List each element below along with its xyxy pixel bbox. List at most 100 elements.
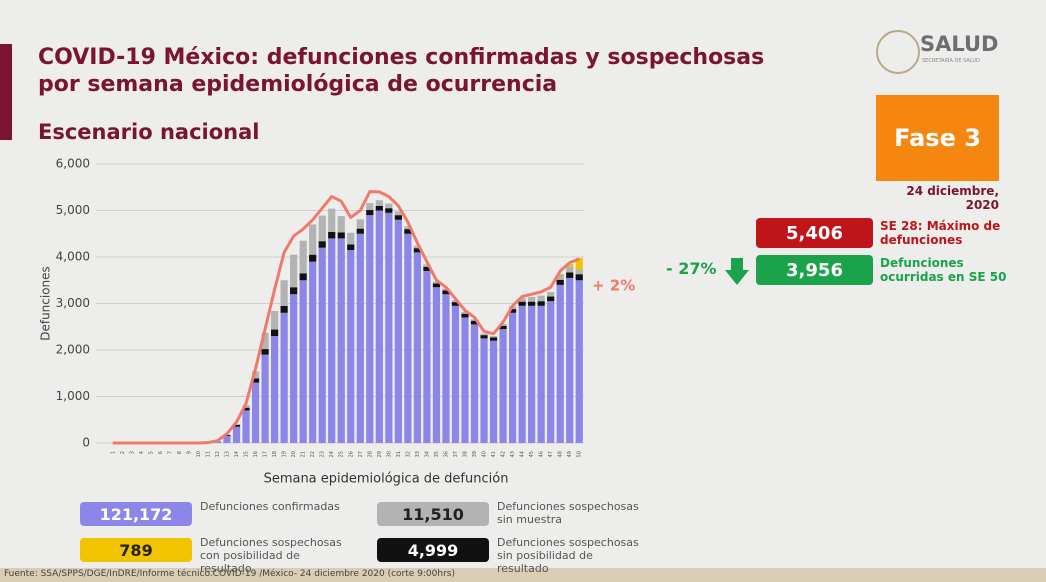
bar-segment <box>280 280 288 306</box>
bar-segment <box>385 203 393 209</box>
bar-segment <box>337 238 345 443</box>
bar-segment <box>404 226 412 230</box>
x-tick-label: 9 <box>186 451 192 454</box>
bar-segment <box>280 305 288 313</box>
x-tick-label: 21 <box>301 451 307 457</box>
annotation-text: SE 28: Máximo de defunciones <box>880 219 1001 247</box>
bar-segment <box>499 325 507 330</box>
bar-segment <box>375 200 383 206</box>
bar-segment <box>328 238 336 443</box>
bar-segment <box>575 257 583 270</box>
bar-segment <box>518 305 526 443</box>
bar-segment <box>347 244 355 251</box>
legend-label: Defunciones sospechosas con posibilidad … <box>200 536 342 575</box>
bar-segment <box>442 294 450 443</box>
bar-segment <box>442 290 450 295</box>
bar-segment <box>528 301 536 306</box>
logo-seal <box>876 30 920 74</box>
x-tick-label: 41 <box>491 451 497 457</box>
bar-segment <box>318 215 326 242</box>
bar-segment <box>271 329 279 337</box>
bar-segment <box>394 215 402 220</box>
bar-segment <box>356 228 364 234</box>
x-tick-label: 5 <box>148 451 154 454</box>
bar-segment <box>299 240 307 274</box>
bar-segment <box>261 332 269 350</box>
bar-segment <box>290 294 298 443</box>
x-tick-label: 31 <box>396 451 402 457</box>
x-tick-label: 7 <box>167 451 173 454</box>
bar-segment <box>566 263 574 267</box>
bar-segment <box>461 317 469 443</box>
bar-segment <box>223 436 231 443</box>
bar-segment <box>328 208 336 232</box>
x-tick-label: 34 <box>424 451 430 457</box>
bar-segment <box>547 291 555 297</box>
bar-segment <box>356 233 364 443</box>
bar-segment <box>309 261 317 443</box>
x-tick-label: 20 <box>291 451 297 457</box>
bar-segment <box>404 229 412 234</box>
source: Fuente: SSA/SPPS/DGE/InDRE/Informe técni… <box>4 569 455 579</box>
y-tick-label: 4,000 <box>56 250 90 264</box>
x-tick-label: 16 <box>253 451 259 457</box>
bar-segment <box>404 233 412 443</box>
bar-segment <box>566 272 574 278</box>
x-tick-label: 22 <box>310 451 316 457</box>
x-tick-label: 28 <box>367 451 373 457</box>
bar-segment <box>394 211 402 216</box>
x-tick-label: 40 <box>482 451 488 457</box>
bar-segment <box>318 247 326 443</box>
x-tick-label: 18 <box>272 451 278 457</box>
x-tick-label: 47 <box>548 451 554 457</box>
footer-band <box>0 568 1046 582</box>
bar-segment <box>480 338 488 443</box>
bar-segment <box>271 336 279 443</box>
date: 24 diciembre, 2020 <box>906 184 999 212</box>
bar-segment <box>232 424 241 427</box>
bar-segment <box>461 311 469 314</box>
bar-segment <box>366 210 374 216</box>
y-tick-label: 1,000 <box>56 389 90 403</box>
bar-segment <box>432 281 441 284</box>
title-line: COVID-19 México: defunciones confirmadas… <box>38 45 765 70</box>
bar-segment <box>366 203 374 211</box>
bar-segment <box>547 296 555 302</box>
annotation-text: Defunciones ocurridas en SE 50 <box>880 256 1007 284</box>
x-tick-label: 11 <box>205 451 211 457</box>
x-tick-label: 43 <box>510 451 516 457</box>
bar-segment <box>271 310 279 330</box>
x-tick-label: 2 <box>120 451 126 454</box>
x-tick-label: 3 <box>129 451 135 454</box>
bar-segment <box>547 301 555 443</box>
x-tick-label: 49 <box>567 451 573 457</box>
bar-segment <box>461 313 469 318</box>
bar-segment <box>575 274 583 281</box>
bar-segment <box>432 283 441 288</box>
legend-label: Defunciones confirmadas <box>200 500 340 513</box>
total-line <box>112 190 580 445</box>
bar-segment <box>223 435 231 437</box>
bar-segment <box>299 280 307 443</box>
bar-segment <box>299 273 307 281</box>
bar-segment <box>451 302 460 306</box>
bar-segment <box>337 232 345 239</box>
bar-segment <box>470 324 479 443</box>
y-tick-label: 6,000 <box>56 157 90 171</box>
bar-segment <box>309 224 317 255</box>
bar-segment <box>499 323 507 326</box>
x-tick-label: 23 <box>320 451 326 457</box>
bar-segment <box>489 336 498 338</box>
bar-segment <box>423 264 431 267</box>
legend-swatch: 4,999 <box>377 538 489 562</box>
bar-segment <box>556 284 564 443</box>
x-tick-label: 48 <box>558 451 564 457</box>
bar-segment <box>318 241 326 248</box>
annotation-value: 5,406 <box>756 218 873 248</box>
x-tick-label: 32 <box>405 451 411 457</box>
x-tick-label: 36 <box>443 451 449 457</box>
bar-segment <box>537 301 545 306</box>
x-tick-label: 19 <box>282 451 288 457</box>
